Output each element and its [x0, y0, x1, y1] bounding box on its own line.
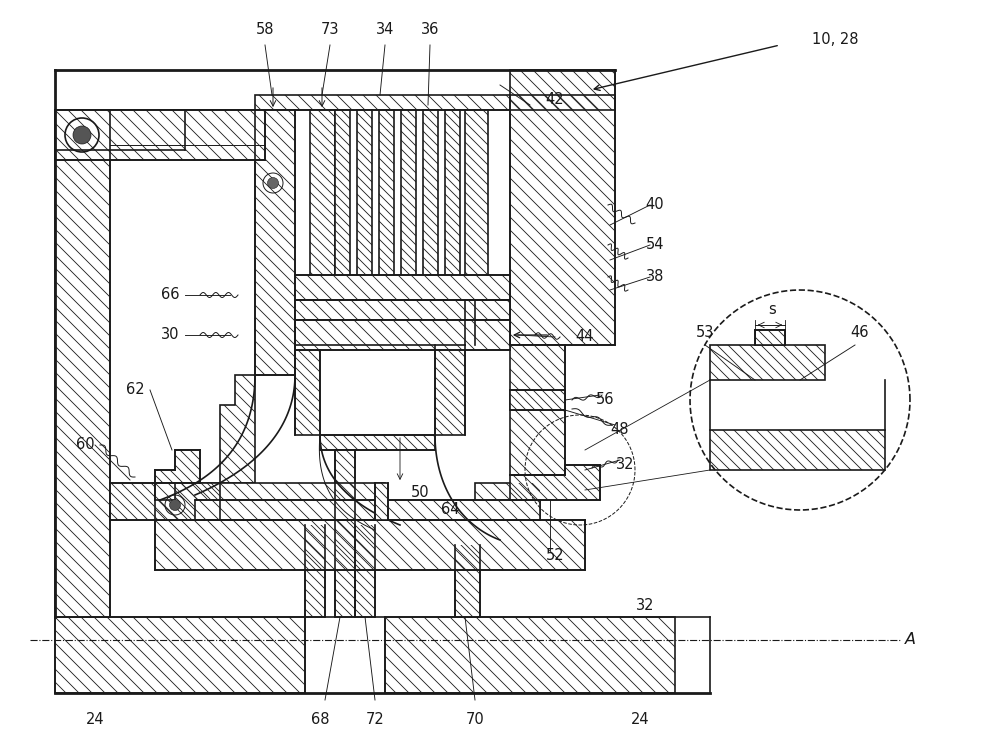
Text: 34: 34: [376, 23, 394, 38]
Text: 42: 42: [546, 93, 564, 107]
Polygon shape: [55, 110, 110, 617]
Polygon shape: [755, 330, 785, 345]
Text: 62: 62: [126, 383, 144, 397]
Circle shape: [268, 177, 278, 189]
Polygon shape: [55, 617, 305, 693]
Polygon shape: [155, 520, 585, 570]
Polygon shape: [255, 110, 295, 375]
Text: s: s: [768, 303, 776, 318]
Text: 66: 66: [161, 288, 179, 303]
Polygon shape: [335, 110, 350, 300]
Text: 56: 56: [596, 393, 614, 408]
Polygon shape: [423, 110, 438, 300]
Text: 10, 28: 10, 28: [812, 32, 858, 48]
Text: 52: 52: [546, 547, 564, 562]
Text: 40: 40: [646, 198, 664, 212]
Text: 54: 54: [646, 238, 664, 252]
Polygon shape: [435, 345, 465, 435]
Text: 46: 46: [851, 325, 869, 341]
Polygon shape: [510, 95, 615, 345]
Polygon shape: [320, 435, 435, 450]
Text: A: A: [905, 633, 916, 648]
Polygon shape: [295, 350, 320, 435]
Polygon shape: [401, 110, 416, 300]
Polygon shape: [385, 617, 675, 693]
Text: 73: 73: [321, 23, 339, 38]
Text: 36: 36: [421, 23, 439, 38]
Text: 72: 72: [366, 713, 384, 728]
Polygon shape: [445, 110, 460, 300]
Text: 58: 58: [256, 23, 274, 38]
Polygon shape: [379, 110, 394, 300]
Polygon shape: [710, 430, 885, 470]
Polygon shape: [335, 450, 355, 617]
Text: 24: 24: [86, 713, 104, 728]
Polygon shape: [357, 110, 372, 300]
Polygon shape: [375, 483, 388, 520]
Text: 60: 60: [76, 437, 94, 452]
Polygon shape: [110, 483, 220, 520]
Polygon shape: [55, 110, 265, 160]
Polygon shape: [195, 500, 540, 520]
Text: 38: 38: [646, 270, 664, 285]
Polygon shape: [310, 110, 335, 300]
Polygon shape: [510, 345, 565, 475]
Text: 32: 32: [616, 458, 634, 473]
Text: 70: 70: [466, 713, 484, 728]
Text: 68: 68: [311, 713, 329, 728]
Polygon shape: [155, 483, 540, 520]
Polygon shape: [220, 375, 255, 483]
Circle shape: [73, 126, 91, 144]
Text: 30: 30: [161, 328, 179, 343]
Polygon shape: [710, 345, 825, 380]
Polygon shape: [510, 465, 600, 500]
Text: 24: 24: [631, 713, 649, 728]
Polygon shape: [475, 300, 510, 345]
Text: 48: 48: [611, 423, 629, 437]
Polygon shape: [55, 70, 615, 110]
Text: 32: 32: [636, 597, 654, 612]
Text: 50: 50: [411, 485, 429, 501]
Polygon shape: [455, 545, 480, 617]
Polygon shape: [355, 525, 375, 617]
Text: 44: 44: [576, 329, 594, 344]
Polygon shape: [510, 390, 565, 410]
Text: 64: 64: [441, 503, 459, 517]
Polygon shape: [295, 275, 510, 300]
Polygon shape: [295, 320, 510, 350]
Polygon shape: [55, 110, 185, 150]
Text: 53: 53: [696, 325, 714, 341]
Polygon shape: [305, 525, 325, 617]
Polygon shape: [295, 300, 510, 320]
Circle shape: [170, 500, 180, 510]
Polygon shape: [155, 450, 200, 483]
Polygon shape: [465, 110, 488, 300]
